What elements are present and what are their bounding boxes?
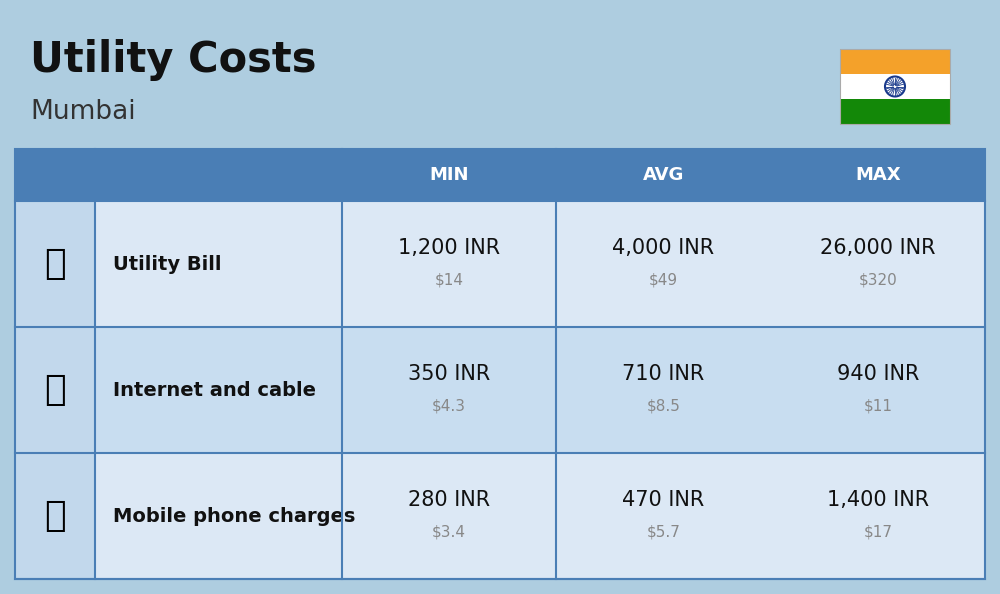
Text: $49: $49 (649, 273, 678, 288)
Text: $11: $11 (863, 399, 892, 414)
Bar (15, 201, 985, 327)
Text: 350 INR: 350 INR (408, 364, 490, 384)
Text: Utility Bill: Utility Bill (113, 254, 221, 273)
Text: MAX: MAX (855, 166, 901, 184)
Bar (15, 149, 985, 579)
Bar (15, 149, 985, 201)
Text: 📡: 📡 (44, 373, 66, 407)
Text: MIN: MIN (429, 166, 469, 184)
Bar (840, 49, 950, 74)
Bar (840, 74, 950, 99)
Text: AVG: AVG (643, 166, 684, 184)
Text: $8.5: $8.5 (647, 399, 680, 414)
Text: $5.7: $5.7 (647, 525, 680, 540)
Text: $14: $14 (435, 273, 464, 288)
Bar (15, 201, 95, 327)
Text: 4,000 INR: 4,000 INR (612, 238, 715, 258)
Text: 26,000 INR: 26,000 INR (820, 238, 936, 258)
Text: 1,200 INR: 1,200 INR (398, 238, 500, 258)
Bar (15, 453, 985, 579)
Text: 🔌: 🔌 (44, 247, 66, 281)
Text: Mobile phone charges: Mobile phone charges (113, 507, 355, 526)
Text: $17: $17 (863, 525, 892, 540)
Text: 280 INR: 280 INR (408, 489, 490, 510)
Text: 📱: 📱 (44, 499, 66, 533)
Text: 710 INR: 710 INR (622, 364, 705, 384)
Bar (15, 327, 985, 453)
Text: 940 INR: 940 INR (837, 364, 919, 384)
Bar (840, 99, 950, 124)
Text: $320: $320 (858, 273, 897, 288)
Bar (15, 453, 95, 579)
Text: 470 INR: 470 INR (622, 489, 705, 510)
Bar (840, 49, 950, 124)
Text: Utility Costs: Utility Costs (30, 39, 316, 81)
Text: 1,400 INR: 1,400 INR (827, 489, 929, 510)
Text: $4.3: $4.3 (432, 399, 466, 414)
Text: $3.4: $3.4 (432, 525, 466, 540)
Text: Mumbai: Mumbai (30, 99, 136, 125)
Bar (15, 327, 95, 453)
Text: Internet and cable: Internet and cable (113, 381, 316, 400)
